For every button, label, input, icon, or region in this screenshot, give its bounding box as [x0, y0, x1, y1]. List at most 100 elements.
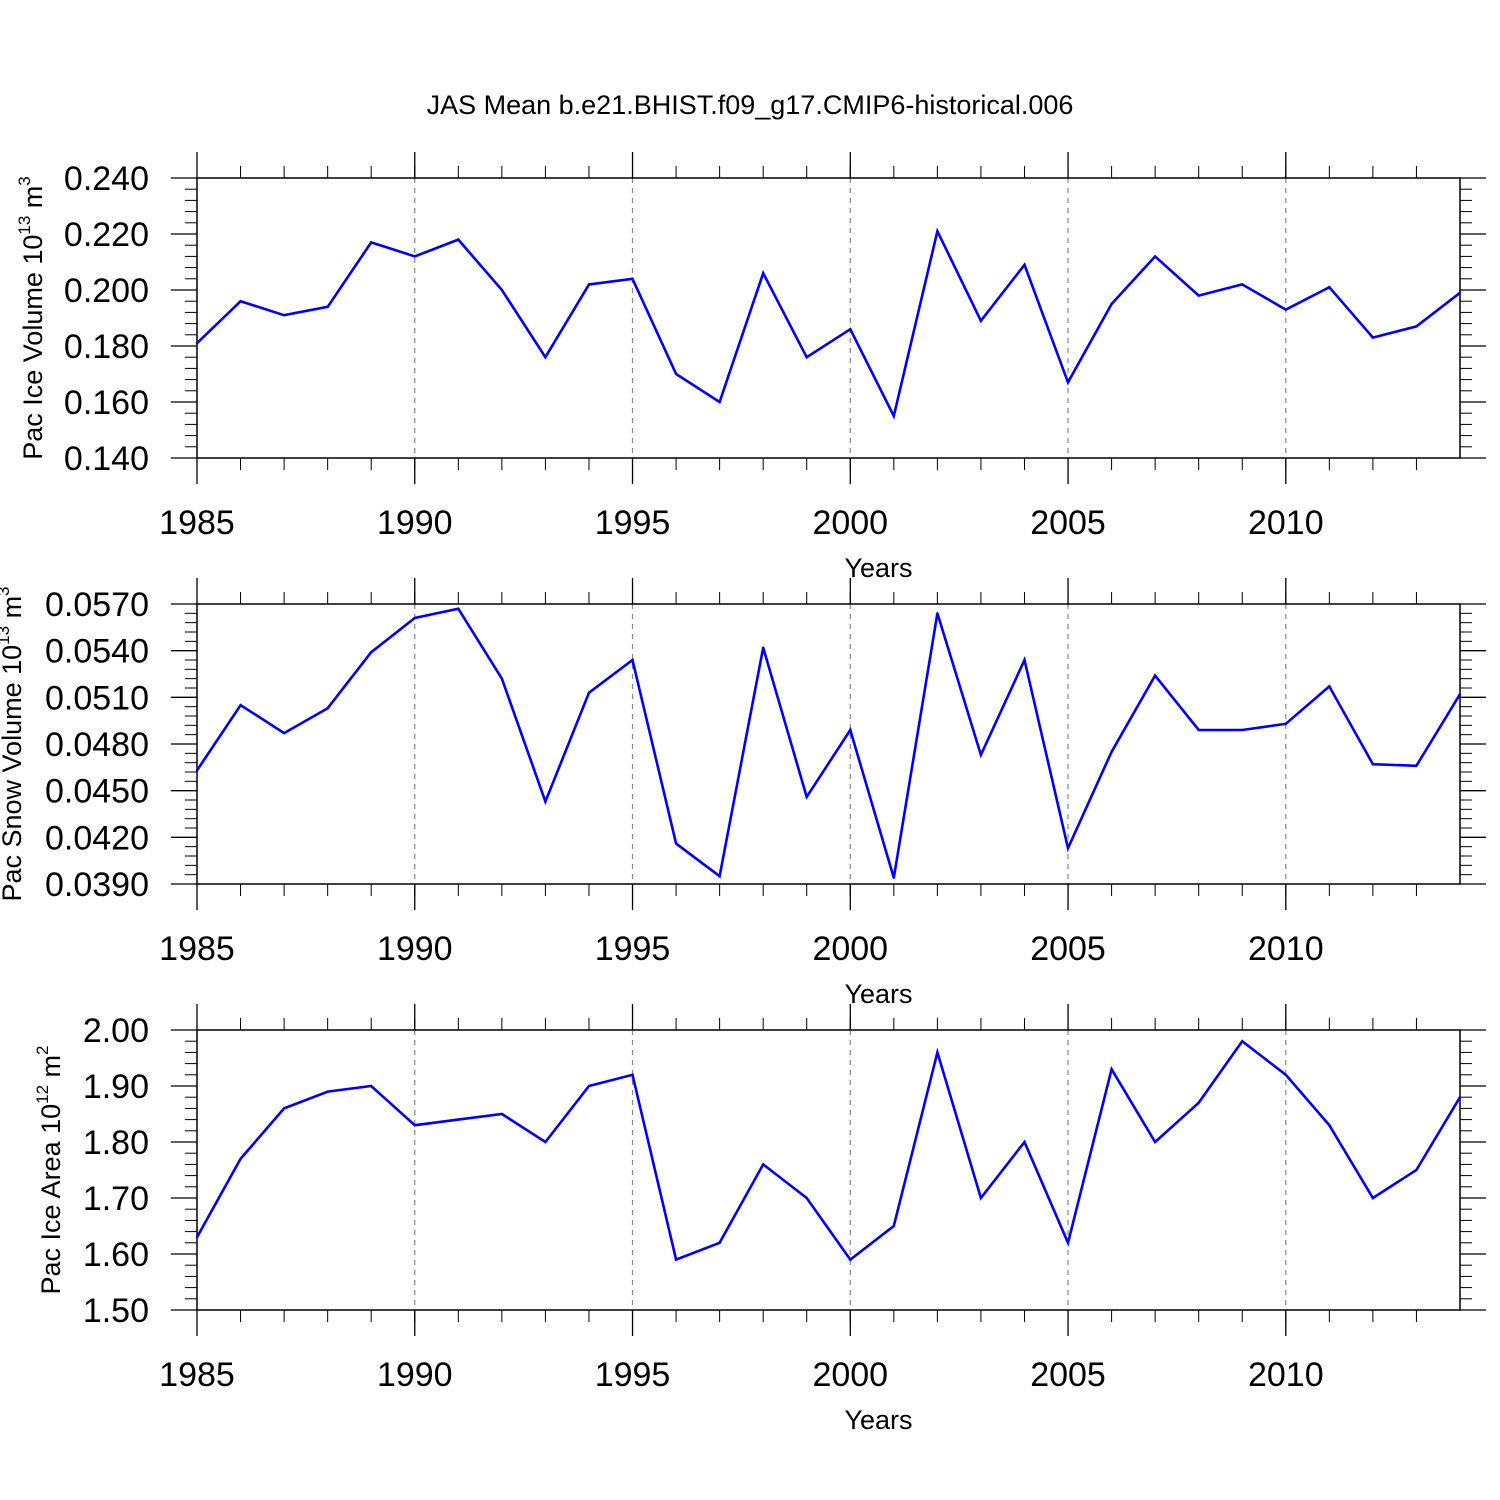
data-point [1458, 291, 1462, 294]
data-point [1371, 1196, 1375, 1200]
x-axis-label: Years [844, 1405, 912, 1435]
data-point [936, 1051, 939, 1054]
x-tick-label: 2005 [1030, 930, 1106, 968]
data-point [370, 241, 373, 244]
data-point [1023, 263, 1026, 266]
data-point [892, 414, 896, 418]
y-tick-label: 0.0390 [45, 866, 149, 904]
data-point [1023, 1140, 1026, 1144]
data-point [282, 1107, 286, 1110]
x-tick-label: 1990 [377, 930, 453, 968]
data-point [1415, 1168, 1418, 1172]
data-point [1197, 1101, 1200, 1105]
y-axis-label: Pac Ice Volume 1013 m3 [15, 176, 48, 460]
chart-title: JAS Mean b.e21.BHIST.f09_g17.CMIP6-histo… [427, 90, 1074, 120]
y-tick-label: 0.160 [64, 384, 149, 422]
data-point [500, 677, 504, 680]
data-point [674, 372, 678, 376]
x-tick-label: 1995 [595, 1356, 671, 1394]
data-point [805, 795, 808, 799]
y-tick-label: 0.0570 [45, 586, 149, 624]
y-axis-label-part: Pac Ice Volume 10 [18, 235, 48, 460]
data-point [1153, 255, 1157, 258]
data-point [500, 1112, 504, 1116]
data-point [457, 238, 460, 241]
data-point [413, 616, 416, 620]
data-point [587, 283, 591, 286]
y-tick-label: 0.220 [64, 216, 149, 254]
data-point [1328, 286, 1331, 289]
y-axis-label-part: Pac Snow Volume 10 [0, 645, 27, 902]
y-axis-label-part: 12 [33, 1085, 52, 1104]
series-line [196, 227, 1461, 420]
data-point [500, 288, 504, 292]
data-point [1458, 693, 1462, 696]
data-point [1371, 763, 1375, 766]
data-point [195, 769, 199, 772]
x-tick-label: 1990 [377, 1356, 453, 1394]
y-axis-label-part: m [0, 596, 27, 626]
y-axis-label-part: 3 [0, 586, 13, 595]
data-point [805, 1196, 808, 1200]
y-axis-label-part: m [36, 1055, 66, 1085]
x-tick-label: 1985 [159, 1356, 235, 1394]
data-point [1458, 1096, 1462, 1099]
y-axis-label: Pac Snow Volume 1013 m3 [0, 586, 27, 901]
data-point [1415, 325, 1418, 328]
data-point [413, 1124, 416, 1127]
series-line [195, 1039, 1462, 1262]
data-point [195, 1236, 199, 1239]
data-point [239, 1157, 242, 1161]
data-point [936, 612, 939, 615]
x-tick-label: 2005 [1030, 1356, 1106, 1394]
plot-frame [196, 177, 1461, 459]
x-tick-label: 1995 [595, 504, 671, 542]
y-axis-label: Pac Ice Area 1012 m2 [33, 1045, 66, 1294]
data-point [544, 800, 547, 803]
data-point [1371, 336, 1375, 339]
data-point [239, 703, 242, 707]
data-point [1284, 308, 1287, 311]
y-tick-label: 0.200 [64, 272, 149, 310]
data-point [1066, 847, 1070, 850]
data-point [979, 319, 983, 322]
data-point [413, 255, 416, 258]
x-tick-label: 2010 [1248, 504, 1324, 542]
data-point [936, 230, 939, 233]
data-point [892, 1224, 896, 1228]
y-tick-label: 0.140 [64, 440, 149, 478]
y-axis-label-part: m [18, 186, 48, 216]
data-point [718, 400, 721, 404]
data-point [1284, 722, 1287, 725]
data-point [544, 1140, 547, 1144]
data-point [631, 277, 634, 280]
data-point [457, 1118, 460, 1121]
y-tick-label: 1.70 [83, 1180, 149, 1218]
plot-frame [196, 1029, 1461, 1311]
y-tick-label: 1.90 [83, 1068, 149, 1106]
y-tick-label: 2.00 [83, 1012, 149, 1050]
data-point [370, 1084, 373, 1088]
x-tick-label: 1990 [377, 504, 453, 542]
data-point [326, 707, 329, 710]
y-tick-label: 0.180 [64, 328, 149, 366]
x-tick-label: 2010 [1248, 930, 1324, 968]
data-point [282, 314, 286, 317]
data-point [849, 728, 852, 732]
data-point [326, 1090, 329, 1093]
data-point [805, 356, 808, 359]
y-tick-label: 0.240 [64, 160, 149, 198]
panel-3: 1985 1990 1995 2000 2005 2010 1.50 1.60 1.70 1.80… [33, 1004, 1486, 1435]
y-tick-label: 1.50 [83, 1292, 149, 1330]
data-point [1197, 294, 1200, 297]
x-axis-label: Years [844, 979, 912, 1009]
data-point [1328, 1124, 1331, 1127]
data-point [544, 356, 547, 359]
data-point [1066, 381, 1070, 384]
x-tick-label: 2005 [1030, 504, 1106, 542]
data-point [1110, 302, 1113, 306]
x-tick-label: 1995 [595, 930, 671, 968]
data-point [761, 1163, 765, 1166]
panel-2: 1985 1990 1995 2000 2005 2010 0.0390 0.0420 0.04… [0, 578, 1486, 1009]
